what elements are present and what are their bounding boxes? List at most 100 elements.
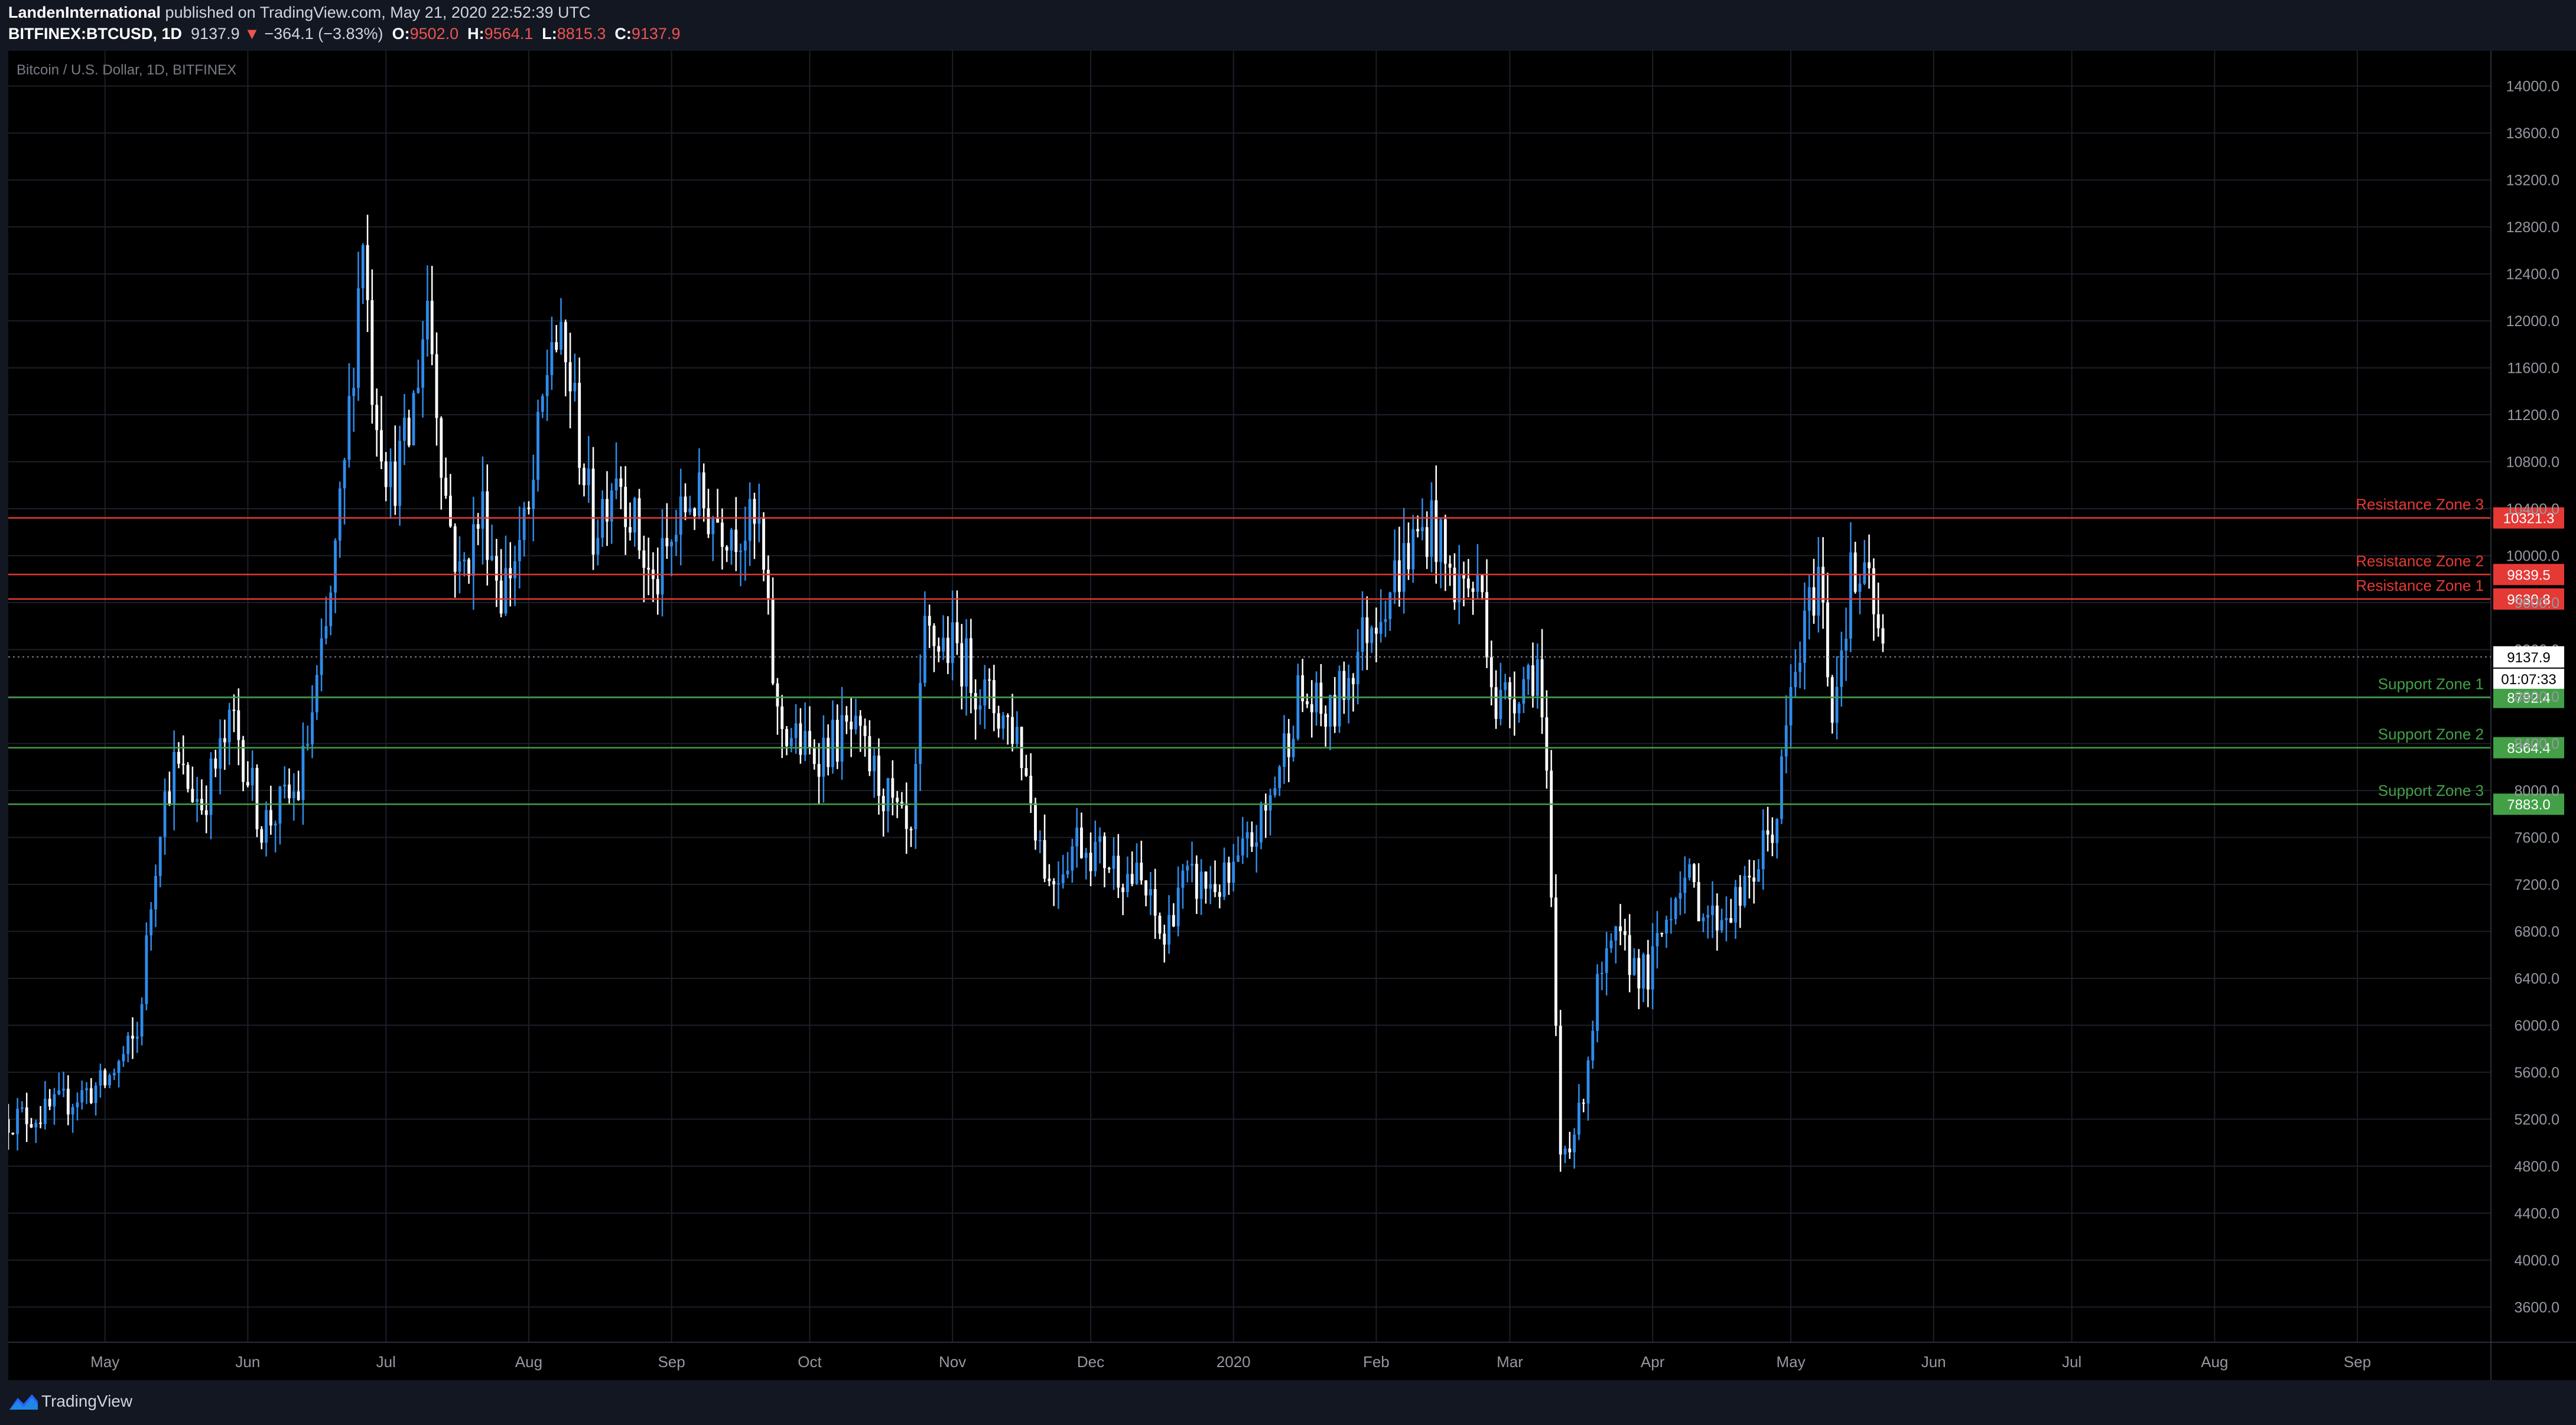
candle-body bbox=[674, 535, 678, 542]
candle-body bbox=[693, 508, 697, 516]
symbol-label[interactable]: BITFINEX:BTCUSD, 1D bbox=[8, 25, 183, 43]
candle-body bbox=[965, 638, 968, 687]
candle-body bbox=[76, 1102, 79, 1108]
candle-body bbox=[1632, 958, 1636, 975]
candle-body bbox=[1029, 776, 1033, 803]
candle-body bbox=[265, 810, 268, 843]
ohlc-line: BITFINEX:BTCUSD, 1D 9137.9 ▼ −364.1 (−3.… bbox=[8, 25, 680, 43]
candle-body bbox=[1089, 853, 1092, 871]
candle-body bbox=[629, 527, 632, 533]
candle-body bbox=[1043, 840, 1046, 879]
candles bbox=[6, 214, 1885, 1172]
price-chart[interactable]: Bitcoin / U.S. Dollar, 1D, BITFINEX Resi… bbox=[6, 51, 2576, 1380]
candle-body bbox=[1660, 933, 1664, 935]
time-tick-label: Aug bbox=[2201, 1353, 2228, 1371]
candle-body bbox=[1835, 687, 1839, 723]
candle-body bbox=[840, 715, 844, 762]
candle-body bbox=[57, 1090, 61, 1095]
candle-body bbox=[969, 638, 972, 694]
candle-body bbox=[324, 626, 328, 639]
candle-body bbox=[1876, 614, 1880, 629]
candle-body bbox=[94, 1085, 97, 1104]
time-tick-label: Jul bbox=[2062, 1353, 2081, 1371]
candle-body bbox=[606, 499, 609, 522]
candle-body bbox=[1370, 627, 1374, 643]
candle-body bbox=[955, 622, 959, 643]
candle-body bbox=[817, 764, 821, 777]
price-tick-label: 9600.0 bbox=[2515, 595, 2559, 611]
candle-body bbox=[103, 1070, 107, 1086]
candle-body bbox=[1545, 717, 1549, 771]
candle-body bbox=[370, 300, 374, 405]
price-tick-label: 7600.0 bbox=[2515, 829, 2559, 846]
candle-body bbox=[1264, 803, 1267, 811]
candle-body bbox=[983, 679, 987, 706]
low-value: 8815.3 bbox=[557, 25, 606, 43]
candle-body bbox=[1817, 567, 1820, 616]
candle-body bbox=[891, 778, 895, 798]
candle-body bbox=[1485, 592, 1488, 658]
candle-body bbox=[1227, 862, 1231, 883]
candle-body bbox=[122, 1054, 125, 1062]
candle-body bbox=[448, 496, 452, 526]
candle-body bbox=[1513, 699, 1516, 714]
candle-body bbox=[1655, 933, 1659, 946]
candle-body bbox=[1048, 879, 1051, 881]
candle-body bbox=[854, 715, 857, 730]
candle-body bbox=[661, 538, 664, 595]
candle-body bbox=[1176, 887, 1180, 926]
candle-body bbox=[1015, 727, 1019, 744]
zone-levels: Resistance Zone 3 10321.3 Resistance Zone … bbox=[8, 496, 2564, 815]
chart-area[interactable]: Bitcoin / U.S. Dollar, 1D, BITFINEX Resi… bbox=[6, 51, 2576, 1380]
candle-body bbox=[578, 382, 581, 468]
candle-body bbox=[835, 720, 839, 762]
price-tick-label: 11600.0 bbox=[2507, 360, 2559, 377]
author-name[interactable]: LandenInternational bbox=[8, 4, 161, 21]
candle-body bbox=[1329, 695, 1332, 727]
candle-body bbox=[232, 710, 236, 711]
candle-body bbox=[329, 593, 333, 626]
candle-body bbox=[734, 529, 738, 552]
tradingview-brand[interactable]: TradingView bbox=[41, 1392, 133, 1410]
candle-body bbox=[914, 763, 918, 829]
candle-body bbox=[1024, 768, 1028, 776]
candle-body bbox=[1342, 671, 1346, 700]
time-axis[interactable]: May Jun Jul Aug Sep Oct Nov Dec 2020 Feb Mar Apr May… bbox=[90, 1353, 2371, 1371]
candle-body bbox=[1365, 617, 1369, 643]
candle-body bbox=[223, 738, 226, 743]
time-tick-label: Sep bbox=[658, 1353, 685, 1371]
candle-body bbox=[886, 778, 890, 812]
candle-body bbox=[545, 375, 549, 396]
candle-body bbox=[1881, 628, 1885, 644]
candle-body bbox=[1222, 862, 1226, 897]
candle-body bbox=[679, 496, 682, 535]
candle-body bbox=[762, 518, 765, 570]
candle-body bbox=[1794, 672, 1797, 687]
candle-body bbox=[140, 1004, 144, 1037]
candle-body bbox=[1121, 887, 1125, 892]
support-price-tag bbox=[2493, 737, 2564, 759]
candle-body bbox=[776, 683, 779, 707]
last-price-tag bbox=[2493, 646, 2564, 668]
candle-body bbox=[173, 751, 176, 805]
price-tick-label: 6800.0 bbox=[2515, 923, 2559, 940]
candle-body bbox=[573, 382, 577, 392]
candle-body bbox=[1780, 756, 1783, 819]
candle-body bbox=[1637, 958, 1641, 989]
candle-body bbox=[458, 561, 461, 572]
chart-title: Bitcoin / U.S. Dollar, 1D, BITFINEX bbox=[17, 62, 236, 78]
candle-body bbox=[306, 744, 310, 746]
candle-body bbox=[85, 1088, 88, 1091]
candle-body bbox=[804, 731, 807, 755]
candle-body bbox=[1199, 871, 1203, 899]
candle-body bbox=[808, 731, 811, 747]
tradingview-logo-icon[interactable] bbox=[8, 1392, 39, 1412]
candle-body bbox=[720, 522, 724, 547]
price-axis[interactable]: 3600.0 4000.0 4400.0 4800.0 5200.0 5600.0 6000… bbox=[2506, 79, 2559, 1316]
support-label: Support Zone 3 bbox=[2378, 782, 2484, 799]
candle-body bbox=[619, 478, 623, 487]
candle-body bbox=[1214, 884, 1217, 893]
candle-body bbox=[384, 461, 388, 487]
candle-body bbox=[522, 507, 526, 541]
candle-body bbox=[509, 568, 512, 578]
